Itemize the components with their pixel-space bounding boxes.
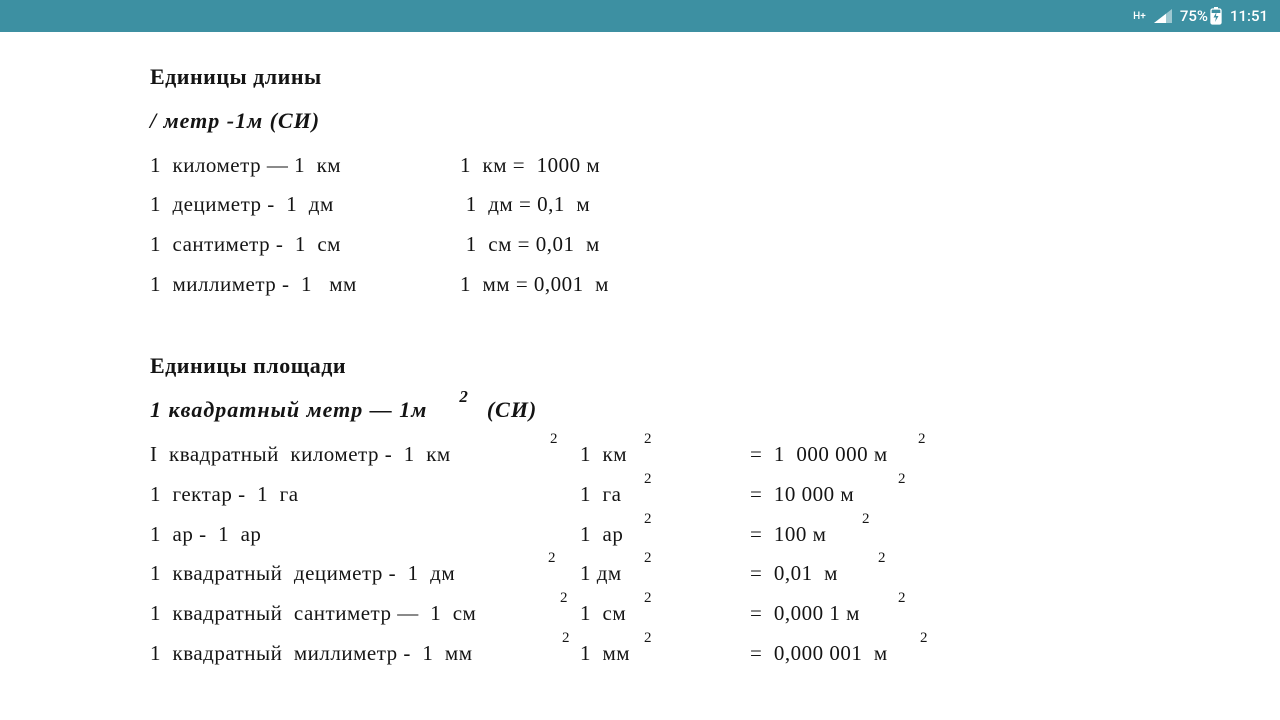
length-row: 1 километр — 1 км1 км = 1000 м (150, 146, 1280, 186)
squared-superscript: 2 (920, 624, 928, 653)
area-def-si: (СИ) (487, 397, 537, 422)
area-def-base: 1 квадратный метр — 1м (150, 397, 427, 422)
squared-superscript: 2 (878, 544, 886, 573)
network-type-label: H+ (1133, 12, 1146, 21)
length-unit-equiv: 1 мм = 0,001 м (460, 265, 609, 305)
length-section-definition: / метр -1м (СИ) (150, 100, 1280, 142)
area-unit-equiv: = 0,01 м2 (750, 554, 838, 594)
length-unit-name: 1 миллиметр - 1 мм (150, 265, 460, 305)
area-unit-symbol: 1 см2 (580, 594, 750, 634)
area-def-superscript: 2 (459, 381, 469, 413)
signal-icon (1154, 9, 1172, 23)
area-unit-symbol: 1 мм2 (580, 634, 750, 674)
status-bar: H+ 75% 11:51 (0, 0, 1280, 32)
area-row: 1 квадратный дециметр - 1 дм21 дм2= 0,01… (150, 554, 1280, 594)
squared-superscript: 2 (898, 465, 906, 494)
area-unit-equiv: = 10 000 м2 (750, 475, 854, 515)
battery-percent-label: 75% (1180, 7, 1208, 25)
area-row: 1 гектар - 1 га1 га2= 10 000 м2 (150, 475, 1280, 515)
area-unit-name: 1 квадратный дециметр - 1 дм2 (150, 554, 580, 594)
area-rows: I квадратный километр - 1 км21 км2= 1 00… (150, 435, 1280, 674)
area-row: 1 квадратный сантиметр — 1 см21 см2= 0,0… (150, 594, 1280, 634)
battery-indicator: 75% (1180, 7, 1222, 25)
length-unit-equiv: 1 дм = 0,1 м (460, 185, 590, 225)
length-unit-equiv: 1 км = 1000 м (460, 146, 600, 186)
squared-superscript: 2 (862, 505, 870, 534)
length-rows: 1 километр — 1 км1 км = 1000 м1 дециметр… (150, 146, 1280, 306)
squared-superscript: 2 (898, 584, 906, 613)
area-unit-equiv: = 100 м2 (750, 515, 826, 555)
length-unit-equiv: 1 см = 0,01 м (460, 225, 600, 265)
squared-superscript: 2 (644, 425, 652, 454)
area-unit-name: 1 ар - 1 ар (150, 515, 580, 555)
length-unit-name: 1 километр — 1 км (150, 146, 460, 186)
area-unit-symbol: 1 га2 (580, 475, 750, 515)
length-def-si: (СИ) (270, 108, 320, 133)
length-row: 1 сантиметр - 1 см 1 см = 0,01 м (150, 225, 1280, 265)
squared-superscript: 2 (644, 465, 652, 494)
area-row: 1 ар - 1 ар1 ар2= 100 м2 (150, 515, 1280, 555)
area-unit-equiv: = 1 000 000 м2 (750, 435, 888, 475)
squared-superscript: 2 (918, 425, 926, 454)
squared-superscript: 2 (562, 624, 570, 653)
squared-superscript: 2 (560, 584, 568, 613)
squared-superscript: 2 (644, 505, 652, 534)
document-page: Единицы длины / метр -1м (СИ) 1 километр… (0, 32, 1280, 674)
area-row: I квадратный километр - 1 км21 км2= 1 00… (150, 435, 1280, 475)
squared-superscript: 2 (548, 544, 556, 573)
area-unit-name: I квадратный километр - 1 км2 (150, 435, 580, 475)
length-def-prefix: / метр -1м (150, 108, 270, 133)
clock-label: 11:51 (1230, 7, 1268, 25)
area-unit-name: 1 гектар - 1 га (150, 475, 580, 515)
area-unit-equiv: = 0,000 1 м2 (750, 594, 860, 634)
area-section-definition: 1 квадратный метр — 1м2(СИ) (150, 389, 1280, 431)
length-section-title: Единицы длины (150, 56, 1280, 98)
area-row: 1 квадратный миллиметр - 1 мм21 мм2= 0,0… (150, 634, 1280, 674)
area-unit-equiv: = 0,000 001 м2 (750, 634, 888, 674)
squared-superscript: 2 (644, 584, 652, 613)
squared-superscript: 2 (550, 425, 558, 454)
length-unit-name: 1 дециметр - 1 дм (150, 185, 460, 225)
area-unit-name: 1 квадратный сантиметр — 1 см2 (150, 594, 580, 634)
battery-charging-icon (1210, 7, 1222, 25)
length-row: 1 миллиметр - 1 мм1 мм = 0,001 м (150, 265, 1280, 305)
area-section-title: Единицы площади (150, 345, 1280, 387)
length-unit-name: 1 сантиметр - 1 см (150, 225, 460, 265)
area-unit-name: 1 квадратный миллиметр - 1 мм2 (150, 634, 580, 674)
length-row: 1 дециметр - 1 дм 1 дм = 0,1 м (150, 185, 1280, 225)
squared-superscript: 2 (644, 624, 652, 653)
area-unit-symbol: 1 ар2 (580, 515, 750, 555)
area-unit-symbol: 1 дм2 (580, 554, 750, 594)
squared-superscript: 2 (644, 544, 652, 573)
area-unit-symbol: 1 км2 (580, 435, 750, 475)
